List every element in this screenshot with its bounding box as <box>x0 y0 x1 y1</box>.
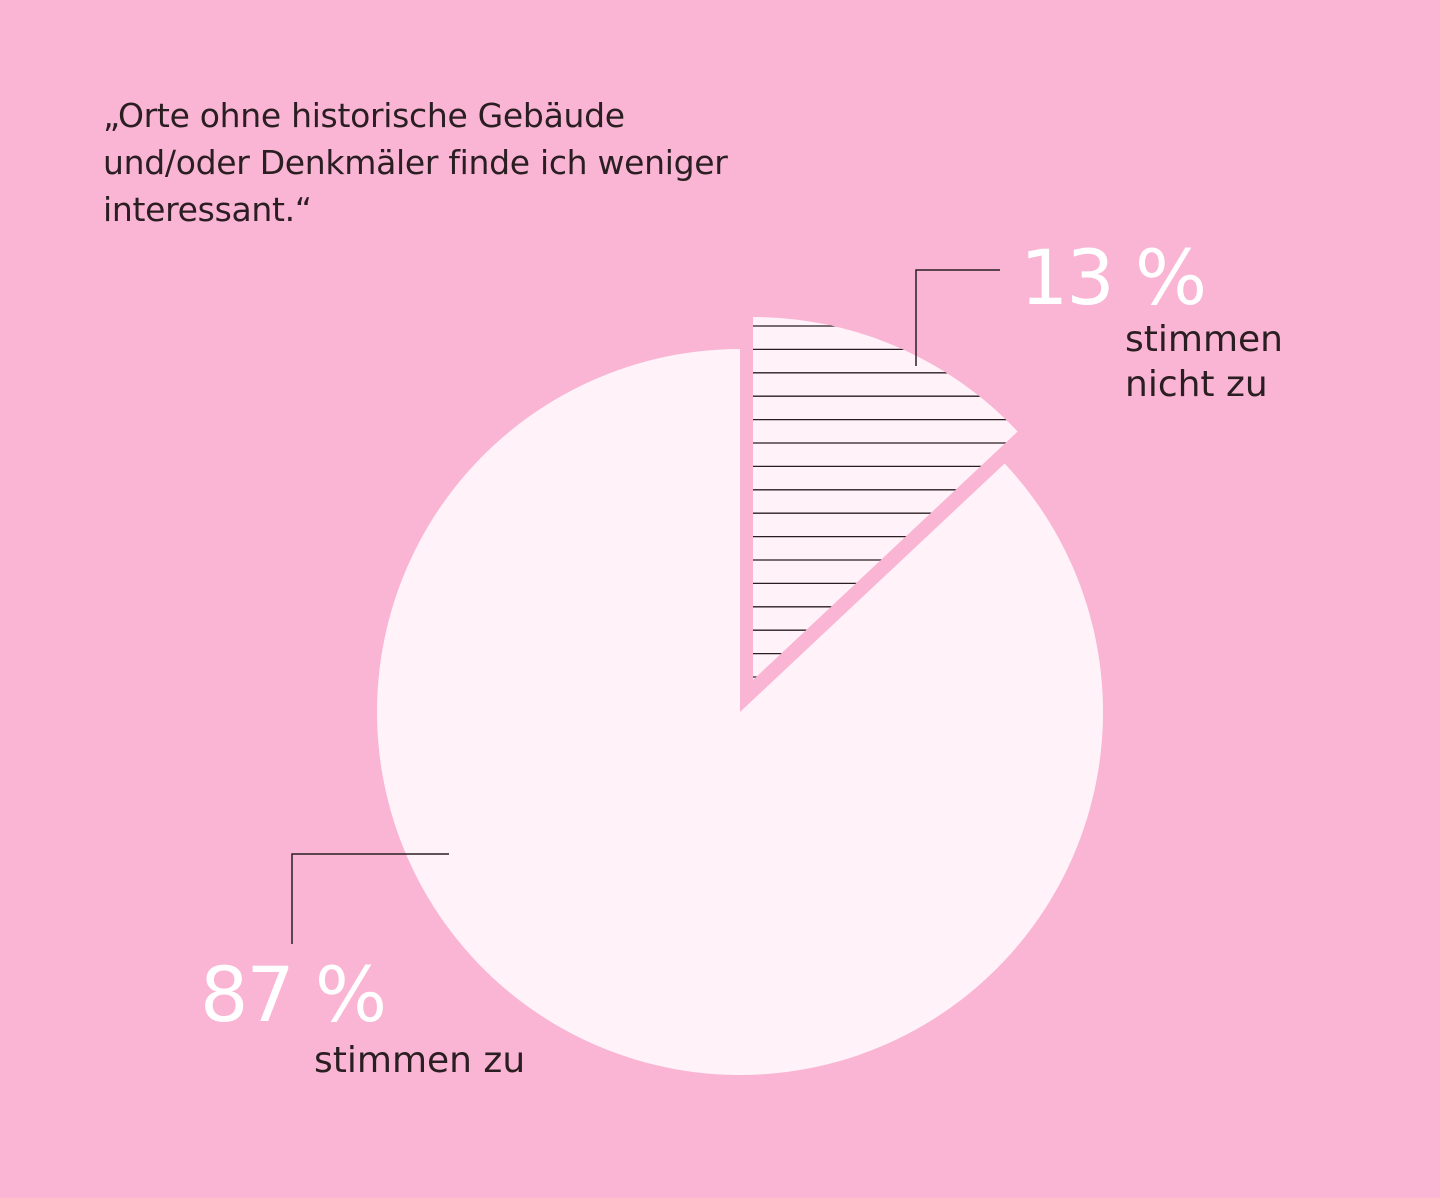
chart-title: „Orte ohne historische Gebäude und/oder … <box>103 96 728 229</box>
pie-slice-stimmen-nicht-zu <box>753 317 1018 680</box>
value-label-87: 87 % <box>200 950 387 1039</box>
leader-line-13 <box>915 269 1000 366</box>
value-label-13: 13 % <box>1020 233 1207 322</box>
pie-slice-stimmen-zu <box>377 349 1104 1076</box>
leader-line-87 <box>291 853 449 944</box>
slice-label-stimmen-zu: stimmen zu <box>314 1040 526 1081</box>
slice-label-stimmen-nicht-zu: stimmen nicht zu <box>1125 319 1283 405</box>
